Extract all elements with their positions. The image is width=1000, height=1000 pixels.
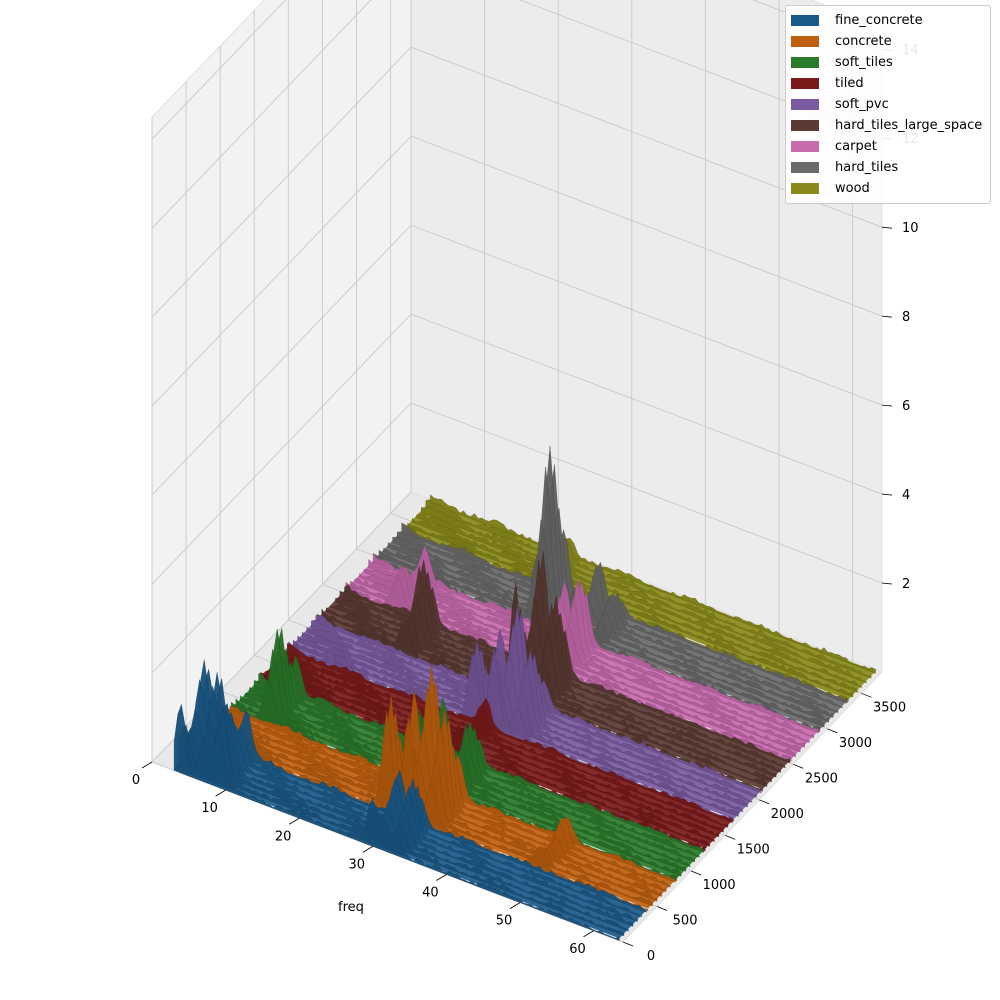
legend-item: fine_concrete	[786, 10, 990, 31]
z-tick-label: 6	[902, 399, 910, 414]
grid-line-z	[151, 0, 883, 229]
grid-line-z	[151, 135, 883, 407]
x-tick-label: 50	[496, 914, 513, 929]
y-tick-mark	[861, 692, 872, 698]
surface-ridge	[344, 550, 790, 764]
y-tick-mark	[691, 870, 702, 876]
x-tick-mark	[215, 789, 226, 797]
legend-swatch	[791, 78, 819, 89]
legend-swatch	[791, 36, 819, 47]
legend-swatch	[791, 120, 819, 131]
y-tick-label: 1500	[737, 842, 770, 857]
y-tick-label: 2000	[771, 807, 804, 822]
x-tick-label: 20	[275, 829, 292, 844]
surface-soft_pvc	[288, 604, 762, 822]
y-tick-mark	[793, 763, 804, 769]
legend-label: wood	[835, 181, 870, 196]
y-tick-label: 3500	[873, 700, 906, 715]
surface-ridge	[187, 672, 634, 927]
legend-item: tiled	[786, 73, 990, 94]
legend-label: hard_tiles	[835, 160, 899, 175]
grid-line-z	[151, 224, 883, 496]
x-tick-label: 30	[349, 857, 366, 872]
z-tick-mark	[881, 315, 893, 318]
x-tick-label: 10	[201, 801, 218, 816]
surface-ridge	[178, 707, 625, 937]
y-tick-label: 3000	[839, 736, 872, 751]
z-tick-label: 8	[902, 310, 910, 325]
x-tick-mark	[141, 761, 153, 769]
legend-swatch	[791, 183, 819, 194]
grid-line-z	[151, 46, 883, 318]
surfaces	[173, 445, 876, 941]
y-tick-label: 2500	[805, 771, 838, 786]
surface-ridge	[359, 572, 805, 748]
y-tick-mark	[827, 728, 838, 734]
y-tick-label: 1000	[703, 878, 736, 893]
surface-fine_concrete	[173, 659, 647, 941]
surface-concrete	[202, 664, 676, 912]
legend-swatch	[791, 141, 819, 152]
y-tick-mark	[622, 941, 634, 947]
z-tick-mark	[881, 226, 893, 229]
grid-line-z	[151, 402, 883, 674]
y-tick-mark	[656, 906, 668, 911]
x-axis-label: freq	[338, 900, 364, 915]
legend-item: concrete	[786, 31, 990, 52]
surface-ridge	[182, 686, 629, 932]
grid-line-x	[151, 0, 412, 763]
legend-label: soft_pvc	[835, 97, 889, 112]
x-tick-mark	[288, 817, 300, 825]
legend-swatch	[791, 162, 819, 173]
legend-label: fine_concrete	[835, 13, 923, 28]
x-tick-label: 40	[422, 886, 439, 901]
x-tick-mark	[509, 902, 521, 909]
grid-line-z	[151, 0, 883, 140]
z-tick-label: 2	[902, 577, 910, 592]
y-tick-mark	[759, 799, 770, 805]
legend-swatch	[791, 15, 819, 26]
legend-item: carpet	[786, 136, 990, 157]
x-tick-mark	[362, 846, 373, 853]
z-tick-label: 4	[902, 488, 910, 503]
legend-item: hard_tiles	[786, 157, 990, 178]
x-tick-mark	[583, 930, 594, 938]
surface-ridge	[173, 703, 620, 941]
x-tick-label: 60	[569, 942, 586, 957]
z-tick-mark	[881, 404, 893, 407]
legend-label: soft_tiles	[835, 55, 893, 70]
surface-wood	[402, 494, 876, 703]
x-tick-mark	[436, 874, 447, 881]
z-tick-mark	[881, 493, 893, 496]
surface-carpet	[345, 544, 819, 762]
y-tick-label: 0	[647, 949, 655, 964]
z-tick-label: 10	[902, 221, 919, 236]
x-tick-label: 0	[132, 773, 140, 788]
legend-swatch	[791, 99, 819, 110]
z-tick-mark	[881, 582, 893, 585]
legend-item: soft_pvc	[786, 94, 990, 115]
y-tick-label: 500	[673, 913, 698, 928]
y-tick-mark	[725, 835, 736, 840]
legend-item: wood	[786, 178, 990, 199]
legend-label: tiled	[835, 76, 864, 91]
legend-swatch	[791, 57, 819, 68]
legend-item: hard_tiles_large_space	[786, 115, 990, 136]
legend-label: hard_tiles_large_space	[835, 118, 983, 133]
legend-label: carpet	[835, 139, 877, 154]
surface-ridge	[201, 669, 647, 913]
legend-item: soft_tiles	[786, 52, 990, 73]
surface-ridge	[192, 678, 638, 922]
grid-line-z	[151, 313, 883, 585]
legend-label: concrete	[835, 34, 892, 49]
surface-ridge	[196, 659, 643, 918]
